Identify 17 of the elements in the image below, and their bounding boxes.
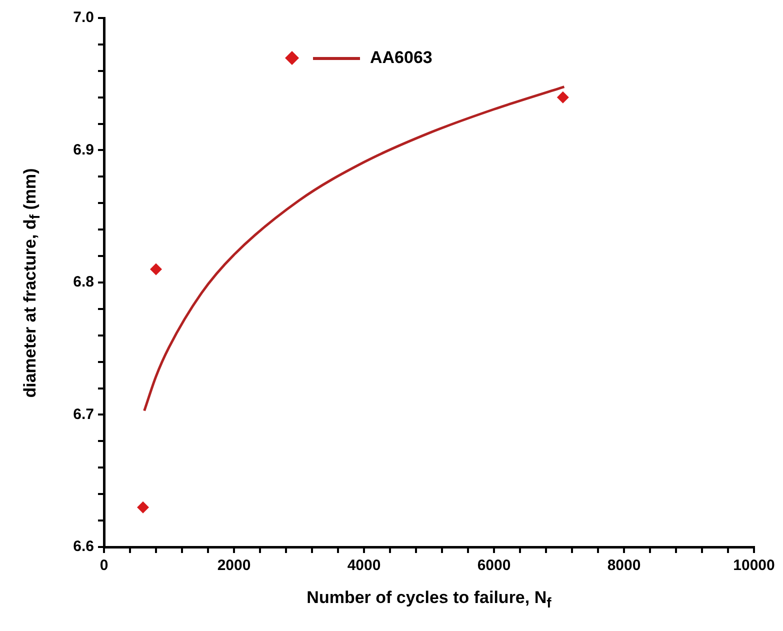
x-tick-label: 2000 bbox=[217, 557, 251, 574]
text: AA6063 bbox=[370, 48, 432, 68]
y-tick-label: 6.7 bbox=[73, 406, 94, 423]
x-tick-label: 4000 bbox=[347, 557, 381, 574]
y-tick-label: 6.8 bbox=[73, 274, 94, 291]
x-tick-label: 8000 bbox=[607, 557, 641, 574]
x-tick-label: 6000 bbox=[477, 557, 511, 574]
y-tick-label: 6.6 bbox=[73, 538, 94, 556]
point bbox=[137, 501, 149, 514]
y-tick-label: 6.9 bbox=[73, 141, 94, 158]
point bbox=[150, 263, 162, 276]
line-series bbox=[143, 86, 566, 412]
x-tick-label: 10000 bbox=[733, 557, 775, 574]
x-tick-label: 0 bbox=[100, 557, 108, 574]
y-tick-label: 7.0 bbox=[73, 9, 94, 26]
point bbox=[556, 91, 569, 104]
x-axis-title: Number of cycles to failure, N$_{f}$ bbox=[306, 588, 552, 612]
